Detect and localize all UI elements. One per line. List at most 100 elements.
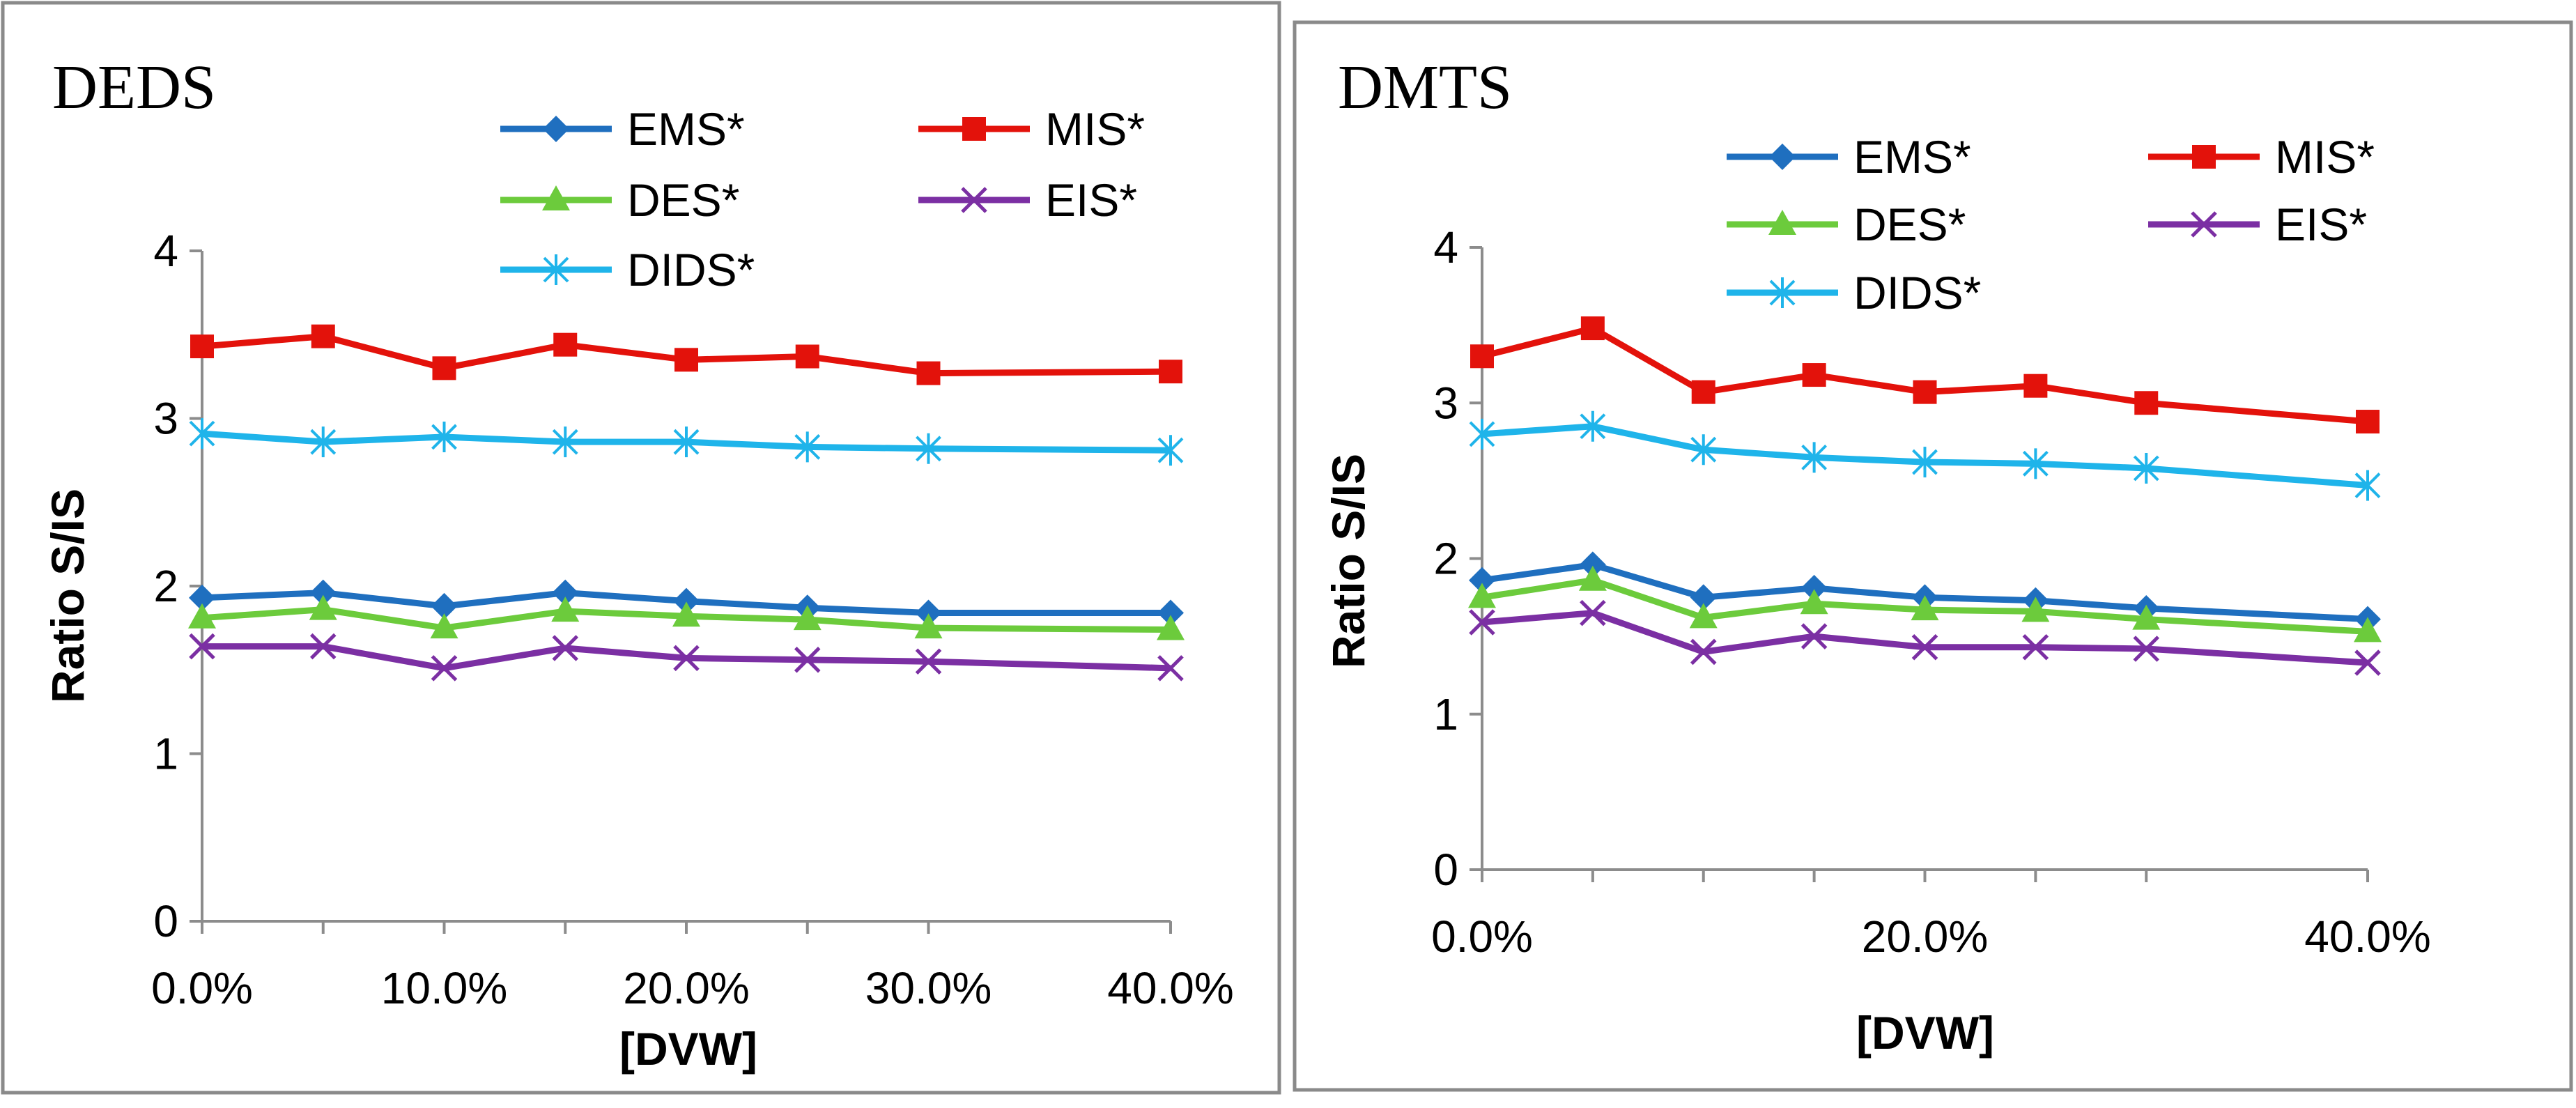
dmts-legend-mis-label: MIS*	[2275, 131, 2375, 183]
dmts-legend-mis-marker	[2192, 145, 2216, 169]
dmts-legend-des-label: DES*	[1853, 199, 1966, 250]
deds-y-tick-label: 1	[153, 729, 178, 779]
dmts-ems-point	[1469, 567, 1495, 594]
dmts-mis-point	[1913, 380, 1937, 404]
deds-legend-des-label: DES*	[627, 174, 739, 226]
deds-dids-point	[1157, 435, 1184, 466]
deds-mis-point	[190, 334, 214, 359]
dmts-y-tick-label: 1	[1433, 689, 1458, 739]
dmts-eis-point	[1911, 633, 1938, 661]
deds-eis-point	[552, 635, 579, 661]
deds-dids-point	[431, 421, 457, 452]
dmts-legend-eis-label: EIS*	[2275, 199, 2367, 250]
deds-mis-point	[674, 348, 698, 372]
deds-des-point	[793, 605, 822, 631]
dmts-dids-point	[2354, 470, 2381, 501]
deds-legend-eis-marker	[961, 187, 987, 213]
deds-legend-des-marker	[542, 185, 570, 210]
deds-des-point	[551, 597, 580, 622]
deds-legend-dids-marker	[543, 254, 569, 285]
dmts-legend-ems: EMS*	[1727, 131, 1971, 183]
deds-series-mis	[190, 324, 1182, 385]
deds-eis-point	[189, 633, 215, 660]
deds-panel-border	[1, 1, 1281, 1095]
deds-y-axis-label: Ratio S/IS	[42, 488, 93, 703]
deds-des-point	[672, 601, 700, 627]
dmts-des-point	[2132, 604, 2161, 630]
dmts-y-tick-label: 2	[1433, 534, 1458, 584]
deds-eis-point	[673, 645, 700, 672]
dmts-mis-point	[1802, 363, 1826, 387]
dmts-eis-point	[1690, 638, 1717, 665]
deds-mis-point	[795, 344, 819, 369]
deds-mis-point	[916, 361, 941, 385]
deds-x-tick-label: 20.0%	[623, 963, 749, 1013]
deds-x-axis-label: [DVW]	[619, 1023, 757, 1075]
deds-legend: EMS* MIS* DES* EIS* DIDS*	[500, 103, 1145, 295]
dmts-series-eis	[1469, 599, 2381, 676]
deds-ems-point	[309, 579, 337, 606]
dmts-des-point	[1911, 595, 1939, 621]
deds-dids-point	[673, 426, 700, 458]
deds-legend-ems-label: EMS*	[627, 103, 745, 155]
dmts-eis-point	[2133, 636, 2160, 662]
deds-eis-point	[794, 647, 821, 673]
deds-series-eis	[189, 633, 1184, 682]
deds-des-line	[201, 606, 1171, 633]
deds-legend-mis-marker	[962, 117, 986, 141]
dmts-legend-eis-marker	[2191, 211, 2217, 238]
dmts-des-point	[1800, 589, 1828, 615]
deds-dids-line	[201, 430, 1171, 454]
deds-ems-point	[915, 599, 942, 626]
deds-series-des	[188, 594, 1185, 640]
deds-legend-mis-label: MIS*	[1045, 103, 1145, 155]
dmts-mis-point	[1470, 344, 1494, 369]
dmts-dids-point	[1690, 434, 1717, 465]
deds-y-tick-label: 0	[153, 896, 178, 946]
deds-panel-title: DEDS	[52, 53, 216, 122]
deds-legend-eis-label: EIS*	[1045, 174, 1137, 226]
dmts-des-point	[1468, 583, 1496, 608]
deds-ems-point	[552, 579, 579, 606]
dmts-legend-eis: EIS*	[2148, 199, 2367, 250]
dmts-eis-point	[2022, 633, 2049, 661]
dmts-eis-line	[1481, 610, 2368, 666]
dmts-ems-point	[1800, 574, 1828, 601]
dmts-y-axis-label: Ratio S/IS	[1322, 454, 1374, 668]
dmts-x-tick-label: 0.0%	[1431, 911, 1533, 962]
deds-eis-point	[309, 633, 337, 660]
deds-ems-point	[189, 584, 215, 611]
deds-dids-point	[916, 433, 941, 464]
deds-y-tick-label: 2	[153, 561, 178, 611]
deds-x-tick-label: 10.0%	[381, 963, 507, 1013]
dmts-legend-dids: DIDS*	[1727, 267, 1981, 318]
dmts-legend-mis: MIS*	[2148, 131, 2375, 183]
dmts-series-des	[1468, 565, 2382, 643]
dmts-des-line	[1481, 577, 2368, 635]
dmts-mis-point	[2134, 391, 2159, 415]
deds-des-point	[309, 594, 337, 620]
dmts-mis-point	[2023, 374, 2048, 398]
dmts-series-mis	[1470, 316, 2380, 434]
deds-dids-point	[189, 418, 215, 449]
deds-y-tick-label: 4	[153, 226, 178, 276]
dmts-des-point	[2354, 617, 2382, 643]
deds-mis-point	[553, 332, 578, 357]
dmts-legend-dids-label: DIDS*	[1853, 267, 1981, 318]
dmts-mis-point	[2356, 410, 2380, 434]
deds-x-tick-label: 0.0%	[151, 963, 253, 1013]
dmts-dids-point	[1580, 410, 1606, 442]
dmts-des-point	[1689, 603, 1718, 629]
dmts-series-dids	[1469, 410, 2381, 501]
deds-ems-point	[431, 592, 458, 620]
dmts-x-axis-label: [DVW]	[1856, 1007, 1994, 1059]
deds-eis-point	[1157, 655, 1184, 682]
deds-des-point	[188, 603, 216, 629]
dmts-ems-point	[1579, 551, 1606, 578]
dmts-panel-border	[1293, 20, 2573, 1092]
dmts-des-point	[1578, 565, 1607, 591]
deds-ems-point	[673, 587, 700, 615]
dmts-mis-line	[1481, 325, 2368, 425]
